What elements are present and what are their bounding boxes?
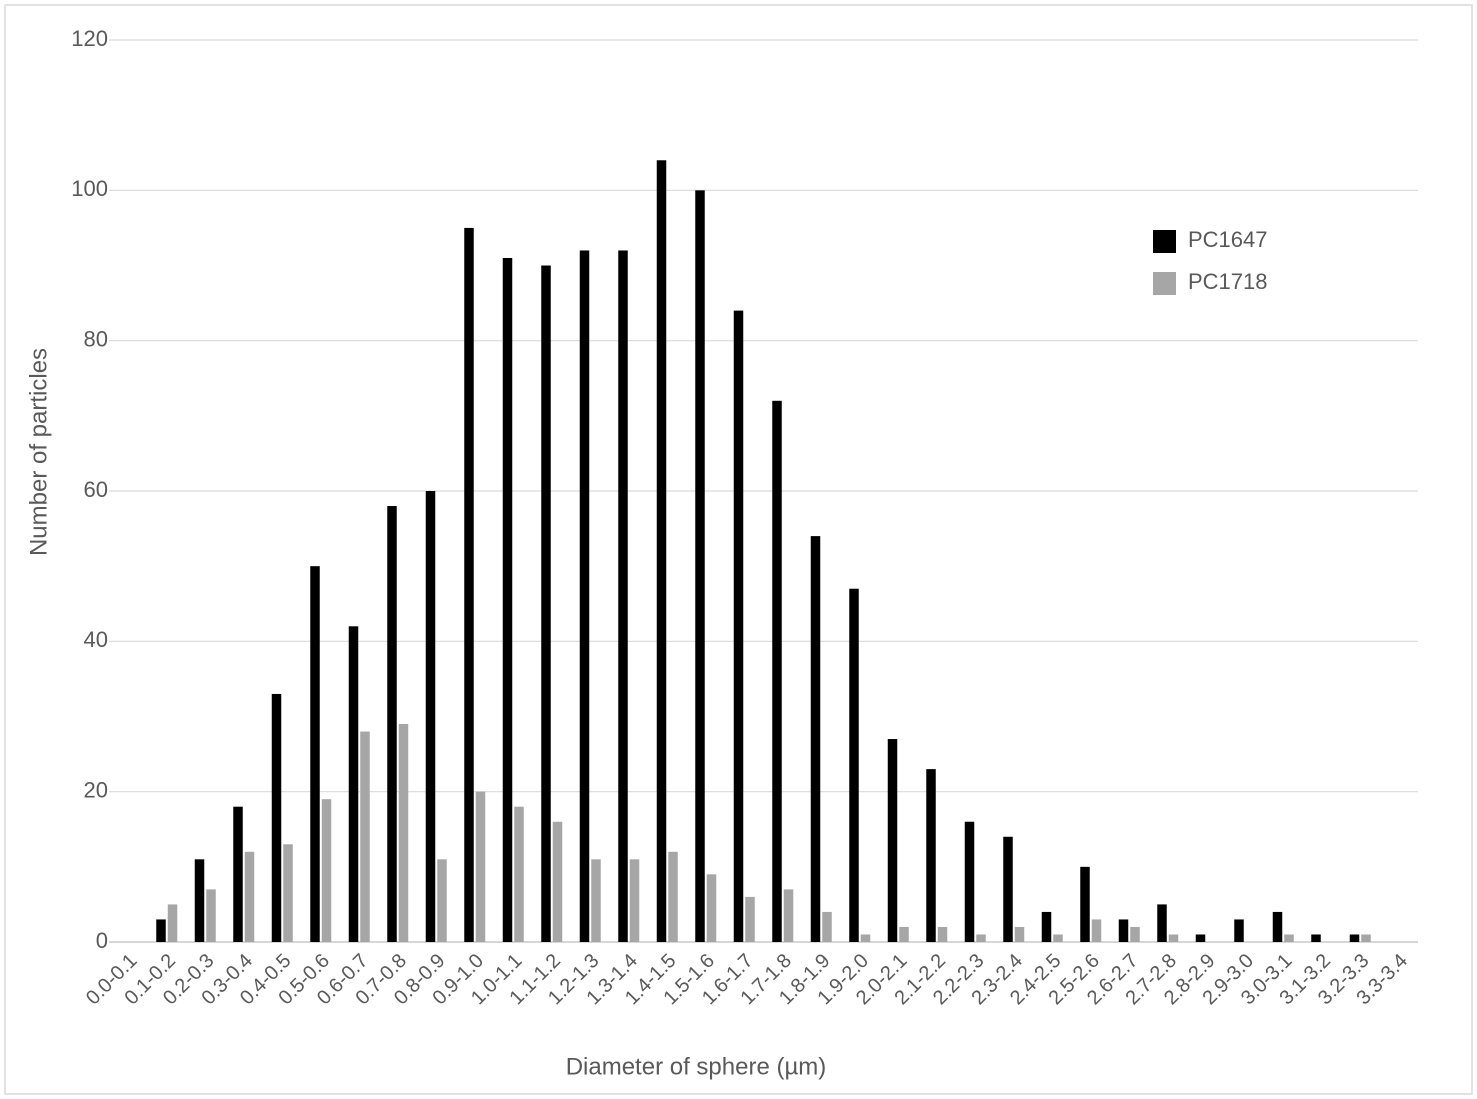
frame	[4, 4, 1473, 1095]
bar	[502, 257, 513, 942]
bar	[541, 265, 551, 942]
bar	[591, 859, 601, 942]
y-axis-title: Number of particles	[25, 348, 52, 556]
bar	[1349, 934, 1360, 942]
bar	[810, 536, 821, 942]
bar	[1130, 926, 1140, 942]
y-tick-label: 20	[84, 777, 108, 802]
bar	[425, 491, 436, 942]
y-tick-label: 40	[84, 627, 108, 652]
bar	[398, 724, 409, 942]
bar	[1284, 934, 1294, 942]
bar	[1361, 934, 1371, 942]
bar	[822, 911, 832, 942]
bar	[629, 859, 640, 942]
bar	[783, 889, 794, 942]
legend-label: PC1647	[1188, 227, 1268, 252]
bar	[1157, 904, 1167, 942]
bar	[194, 859, 205, 942]
bar	[733, 310, 744, 943]
bar	[887, 739, 898, 942]
bar	[926, 769, 936, 942]
bar	[618, 250, 628, 942]
bar	[964, 821, 975, 942]
bar	[656, 160, 667, 942]
bar	[1311, 934, 1321, 942]
bar	[360, 731, 370, 942]
bar	[772, 400, 782, 942]
bar	[579, 250, 590, 942]
bar	[348, 626, 359, 942]
bar	[283, 844, 293, 942]
bar	[244, 851, 255, 942]
bar	[156, 919, 166, 942]
bar	[206, 889, 216, 942]
bar	[233, 806, 243, 942]
bar	[976, 934, 986, 942]
bar	[514, 806, 524, 942]
bar	[849, 588, 859, 942]
bar	[271, 693, 282, 942]
legend-swatch	[1153, 272, 1176, 295]
y-tick-label: 80	[84, 326, 108, 351]
bar	[475, 791, 486, 942]
bar	[668, 851, 678, 942]
y-tick-label: 120	[71, 26, 108, 51]
legend-swatch	[1153, 230, 1176, 253]
bar	[310, 566, 320, 942]
bar	[167, 904, 178, 942]
bar	[1041, 911, 1052, 942]
bar	[706, 874, 717, 942]
bar	[321, 799, 332, 942]
y-tick-label: 0	[96, 928, 108, 953]
bar	[1195, 934, 1206, 942]
bar	[860, 934, 871, 942]
bar	[1053, 934, 1063, 942]
bar	[387, 506, 397, 942]
x-axis-title: Diameter of sphere (µm)	[566, 1053, 827, 1080]
bar	[552, 821, 563, 942]
y-tick-label: 60	[84, 477, 108, 502]
bar	[745, 896, 755, 942]
bar	[1091, 919, 1102, 942]
bar	[1168, 934, 1179, 942]
legend-label: PC1718	[1188, 269, 1268, 294]
bar	[1080, 866, 1090, 942]
y-tick-label: 100	[71, 176, 108, 201]
bar	[464, 227, 474, 942]
bar	[937, 926, 948, 942]
bar	[695, 190, 705, 943]
bar	[1118, 919, 1129, 942]
bar	[1003, 836, 1013, 942]
bar	[899, 926, 909, 942]
bar	[437, 859, 447, 942]
bar	[1014, 926, 1025, 942]
bar	[1272, 911, 1283, 942]
bar	[1234, 919, 1244, 942]
